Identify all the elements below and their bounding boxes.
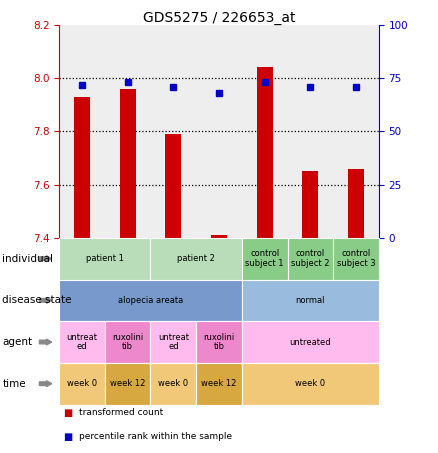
Bar [257, 67, 273, 238]
Text: control
subject 2: control subject 2 [291, 249, 330, 268]
Bar [211, 235, 227, 238]
Text: control
subject 3: control subject 3 [337, 249, 375, 268]
Bar [302, 171, 318, 238]
Text: GDS5275 / 226653_at: GDS5275 / 226653_at [143, 11, 295, 25]
Text: ruxolini
tib: ruxolini tib [112, 333, 143, 352]
Text: untreat
ed: untreat ed [158, 333, 189, 352]
Text: week 12: week 12 [110, 379, 145, 388]
Text: week 0: week 0 [67, 379, 97, 388]
Bar [120, 89, 136, 238]
Bar [74, 97, 90, 238]
Text: percentile rank within the sample: percentile rank within the sample [79, 432, 232, 441]
Text: transformed count: transformed count [79, 408, 163, 417]
Text: patient 1: patient 1 [86, 254, 124, 263]
Text: untreat
ed: untreat ed [67, 333, 98, 352]
Text: ■: ■ [64, 432, 73, 442]
Text: time: time [2, 379, 26, 389]
Text: week 0: week 0 [158, 379, 188, 388]
Text: agent: agent [2, 337, 32, 347]
Text: week 12: week 12 [201, 379, 237, 388]
Text: untreated: untreated [290, 337, 331, 347]
Text: control
subject 1: control subject 1 [245, 249, 284, 268]
Text: patient 2: patient 2 [177, 254, 215, 263]
Bar [165, 134, 181, 238]
Text: ruxolini
tib: ruxolini tib [203, 333, 235, 352]
Bar [348, 169, 364, 238]
Text: disease state: disease state [2, 295, 72, 305]
Text: ■: ■ [64, 408, 73, 418]
Text: alopecia areata: alopecia areata [118, 296, 183, 305]
Text: individual: individual [2, 254, 53, 264]
Text: normal: normal [296, 296, 325, 305]
Text: week 0: week 0 [295, 379, 325, 388]
